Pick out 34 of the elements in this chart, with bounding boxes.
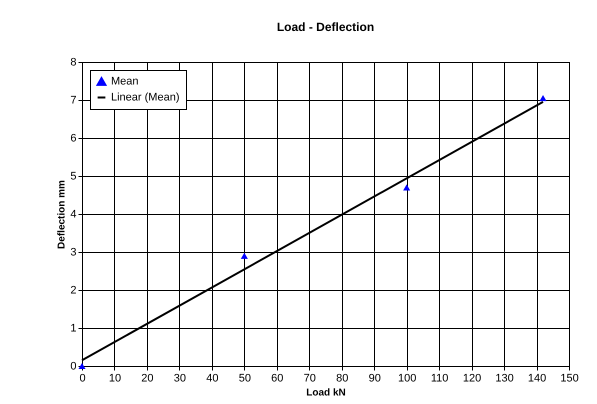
point — [539, 95, 547, 102]
x-tick-label: 100 — [398, 372, 416, 384]
y-tick-label: 2 — [70, 284, 76, 296]
chart-title: Load - Deflection — [276, 20, 374, 34]
y-tick-label: 6 — [70, 132, 76, 144]
x-tick-label: 0 — [79, 372, 86, 384]
y-tick-label: 8 — [70, 56, 76, 68]
y-tick-label: 7 — [70, 94, 76, 106]
y-tick-label: 3 — [70, 246, 76, 258]
point — [78, 362, 86, 370]
x-tick-label: 140 — [528, 372, 546, 384]
legend-label: Mean — [111, 76, 139, 88]
x-tick-label: 150 — [560, 372, 579, 384]
y-tick-label: 0 — [70, 360, 76, 372]
x-tick-label: 130 — [495, 372, 514, 384]
y-tick-label: 5 — [70, 170, 76, 182]
x-tick-label: 110 — [430, 372, 448, 384]
x-tick-label: 80 — [336, 372, 348, 384]
x-tick-label: 50 — [238, 372, 251, 384]
x-tick-label: 10 — [108, 372, 122, 384]
x-tick-label: 30 — [174, 372, 186, 384]
point — [403, 184, 410, 190]
x-tick-label: 90 — [368, 372, 381, 384]
y-tick-label: 4 — [70, 208, 76, 220]
x-tick-label: 70 — [304, 372, 316, 384]
x-tick-label: 20 — [141, 372, 154, 384]
y-tick-label: 1 — [70, 322, 76, 334]
y-axis-title: Deflection mm — [56, 180, 68, 249]
x-tick-label: 120 — [462, 372, 482, 384]
legend-label: Linear (Mean) — [111, 92, 180, 104]
x-tick-label: 40 — [206, 372, 218, 384]
x-tick-label: 60 — [271, 372, 284, 384]
point — [240, 252, 248, 259]
x-axis-title: Load kN — [306, 388, 346, 398]
